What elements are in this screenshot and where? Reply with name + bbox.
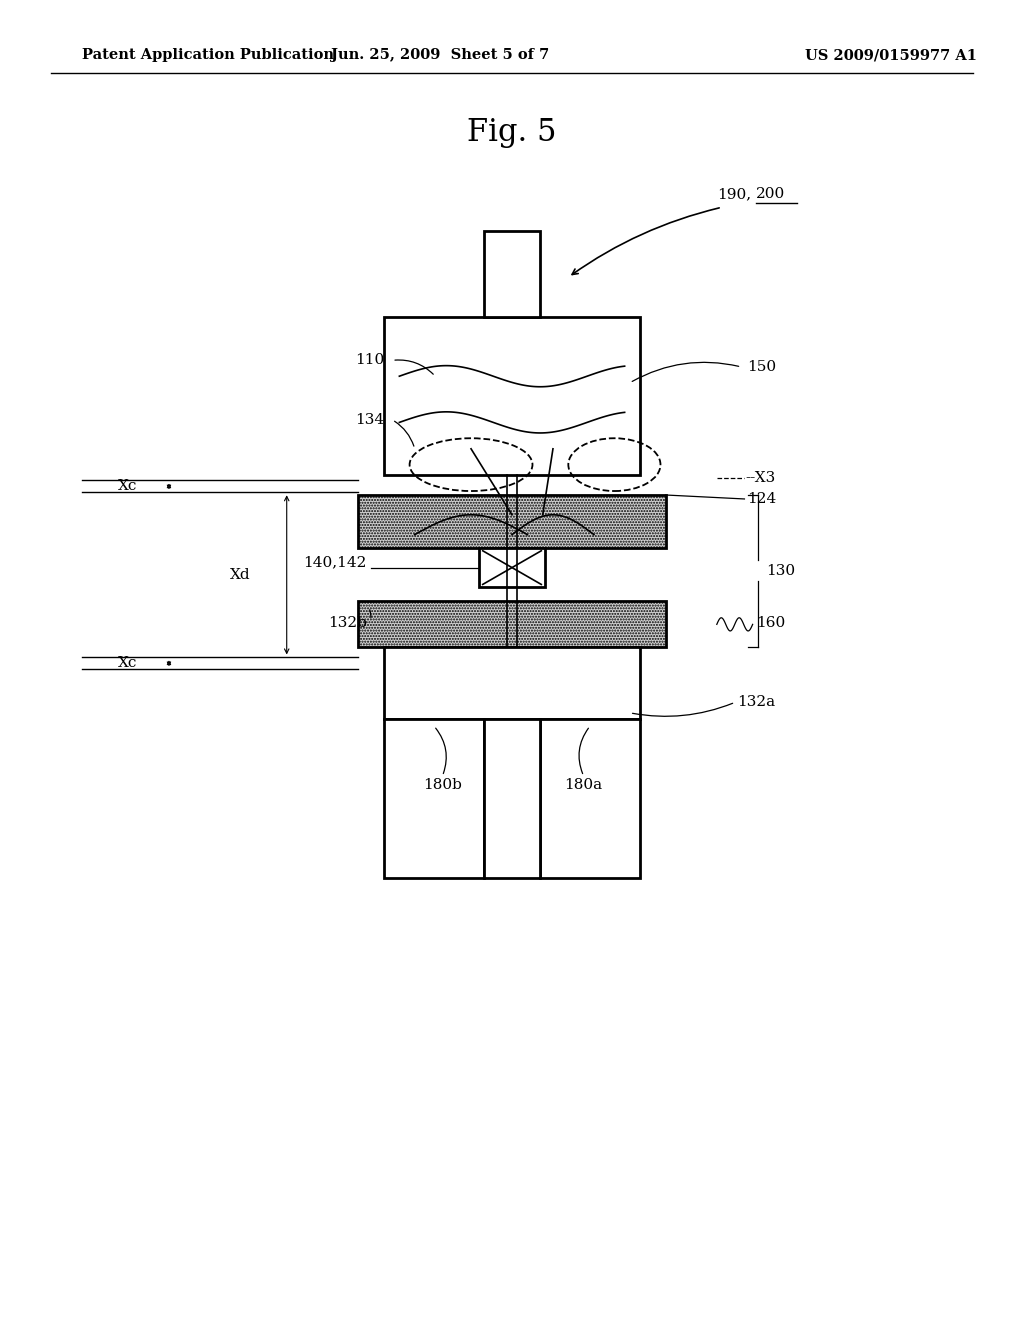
Bar (384, 719, 483, 878)
Text: 132b: 132b (328, 616, 367, 630)
Text: 160: 160 (756, 616, 785, 630)
Bar (358, 601, 666, 647)
Bar (483, 719, 541, 878)
Text: 130: 130 (766, 564, 795, 578)
Text: 180b: 180b (423, 779, 462, 792)
Text: 124: 124 (748, 492, 777, 506)
Text: 110: 110 (354, 354, 384, 367)
Bar (479, 548, 545, 587)
Text: 200: 200 (756, 187, 785, 201)
Text: Xd: Xd (230, 568, 251, 582)
Bar (358, 495, 666, 548)
Text: Xc: Xc (119, 656, 137, 671)
Text: US 2009/0159977 A1: US 2009/0159977 A1 (805, 49, 977, 62)
Text: 132a: 132a (737, 696, 775, 709)
Text: Xc: Xc (119, 479, 137, 494)
Text: Jun. 25, 2009  Sheet 5 of 7: Jun. 25, 2009 Sheet 5 of 7 (331, 49, 550, 62)
Bar (384, 647, 640, 719)
Text: 150: 150 (748, 360, 776, 374)
Text: 180a: 180a (564, 779, 603, 792)
Bar (541, 719, 640, 878)
Bar (483, 231, 541, 317)
Text: 190,: 190, (717, 187, 751, 201)
Text: Fig. 5: Fig. 5 (467, 116, 557, 148)
Bar (384, 317, 640, 475)
Text: --X3: --X3 (745, 471, 776, 484)
Text: Patent Application Publication: Patent Application Publication (82, 49, 334, 62)
Text: 140,142: 140,142 (303, 556, 367, 569)
Text: 134: 134 (355, 413, 384, 426)
